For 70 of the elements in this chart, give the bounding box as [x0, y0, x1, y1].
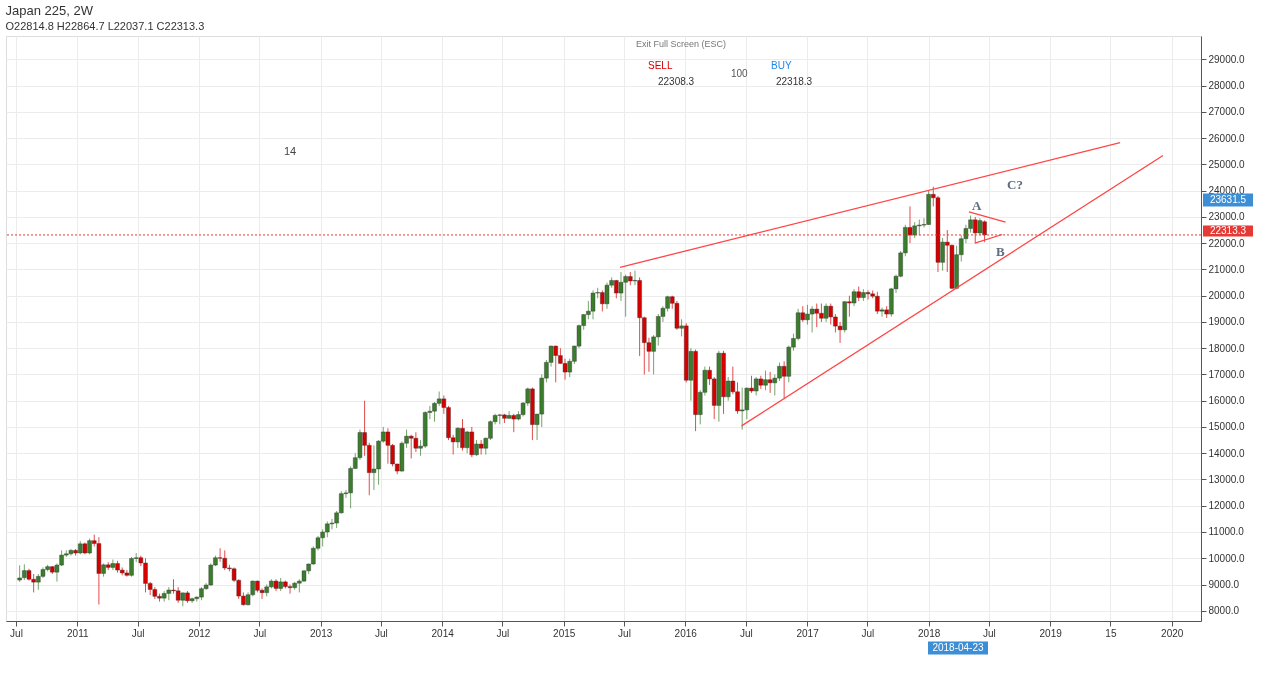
- y-tick-label: 21000.0: [1208, 263, 1246, 275]
- y-tick-label: 26000.0: [1208, 132, 1246, 144]
- x-tick-label: 2012: [188, 627, 211, 639]
- chart-title: Japan 225, 2W: [5, 3, 94, 18]
- x-tick-label: Jul: [861, 627, 875, 639]
- candlestick: [865, 289, 871, 301]
- y-tick-label: 13000.0: [1208, 473, 1246, 485]
- text: 2018-04-23: [932, 642, 985, 653]
- y-tick-label: 15000.0: [1208, 421, 1246, 433]
- y-tick-label: 8000.0: [1208, 605, 1240, 617]
- x-tick-label: 2016: [674, 627, 698, 639]
- x-tick-label: 2015: [553, 627, 576, 639]
- candlestick: [371, 444, 377, 491]
- y-tick-label: 23000.0: [1208, 211, 1246, 223]
- chart-subtitle: O22814.8 H22864.7 L22037.1 C22313.3: [5, 20, 205, 32]
- y-tick-label: 28000.0: [1208, 80, 1246, 92]
- candlestick: [110, 559, 116, 571]
- candlestick: [287, 584, 293, 595]
- x-tick-label: 2011: [67, 627, 89, 639]
- y-tick-label: 9000.0: [1208, 579, 1240, 590]
- x-tick-label: 2013: [310, 627, 333, 639]
- x-tick-label: Jul: [253, 627, 267, 639]
- candlestick: [562, 358, 568, 381]
- y-tick-label: 11000.0: [1208, 526, 1245, 538]
- y-tick-label: 12000.0: [1208, 500, 1246, 512]
- y-tick-label: 14000.0: [1208, 447, 1246, 459]
- y-tick-label: 16000.0: [1208, 395, 1246, 407]
- candlestick: [767, 371, 773, 394]
- x-tick-label: Jul: [375, 627, 388, 639]
- x-tick-label: 2019: [1039, 627, 1063, 639]
- x-tick-label: 2018: [918, 627, 941, 639]
- y-tick-label: 20000.0: [1208, 290, 1246, 302]
- annotation: A: [972, 198, 982, 213]
- y-tick-label: 27000.0: [1208, 106, 1246, 118]
- x-tick-label: 15: [1105, 627, 1117, 639]
- x-tick-label: 2020: [1161, 627, 1184, 639]
- candlestick: [809, 305, 815, 333]
- x-tick-label: Jul: [131, 627, 145, 639]
- x-tick-label: Jul: [739, 627, 753, 639]
- candlestick: [455, 426, 461, 449]
- candlestick: [385, 427, 391, 465]
- annotation: 22318.3: [776, 76, 813, 87]
- x-tick-label: Jul: [496, 627, 510, 639]
- annotation: Exit Full Screen (ESC): [636, 39, 727, 49]
- x-tick-label: Jul: [618, 627, 631, 639]
- y-tick-label: 17000.0: [1208, 368, 1246, 380]
- annotation: 14: [284, 145, 297, 157]
- y-tick-label: 19000.0: [1208, 316, 1246, 328]
- y-tick-label: 22000.0: [1208, 237, 1246, 249]
- ref-line-label: 22313.3: [1209, 224, 1247, 236]
- annotation: C?: [1007, 177, 1023, 192]
- candlestick: [590, 289, 596, 320]
- annotation: 100: [731, 68, 749, 79]
- y-tick-label: 10000.0: [1208, 552, 1246, 564]
- y-tick-label: 25000.0: [1208, 158, 1246, 170]
- annotation: SELL: [648, 60, 673, 71]
- candlestick: [506, 410, 512, 420]
- y-tick-label: 29000.0: [1208, 53, 1246, 65]
- x-tick-label: 2017: [796, 627, 820, 639]
- annotation: B: [996, 244, 1005, 259]
- x-tick-label: Jul: [10, 627, 23, 639]
- annotation: BUY: [771, 60, 792, 71]
- x-tick-label: 2014: [431, 627, 455, 639]
- y-tick-label: 18000.0: [1208, 342, 1246, 354]
- text: 23631.5: [1209, 194, 1247, 205]
- candlestick: [739, 387, 745, 431]
- x-tick-label: Jul: [983, 627, 996, 639]
- y-tick-label: 24000.0: [1208, 185, 1246, 197]
- annotation: 22308.3: [658, 76, 695, 87]
- candlestick: [823, 303, 829, 323]
